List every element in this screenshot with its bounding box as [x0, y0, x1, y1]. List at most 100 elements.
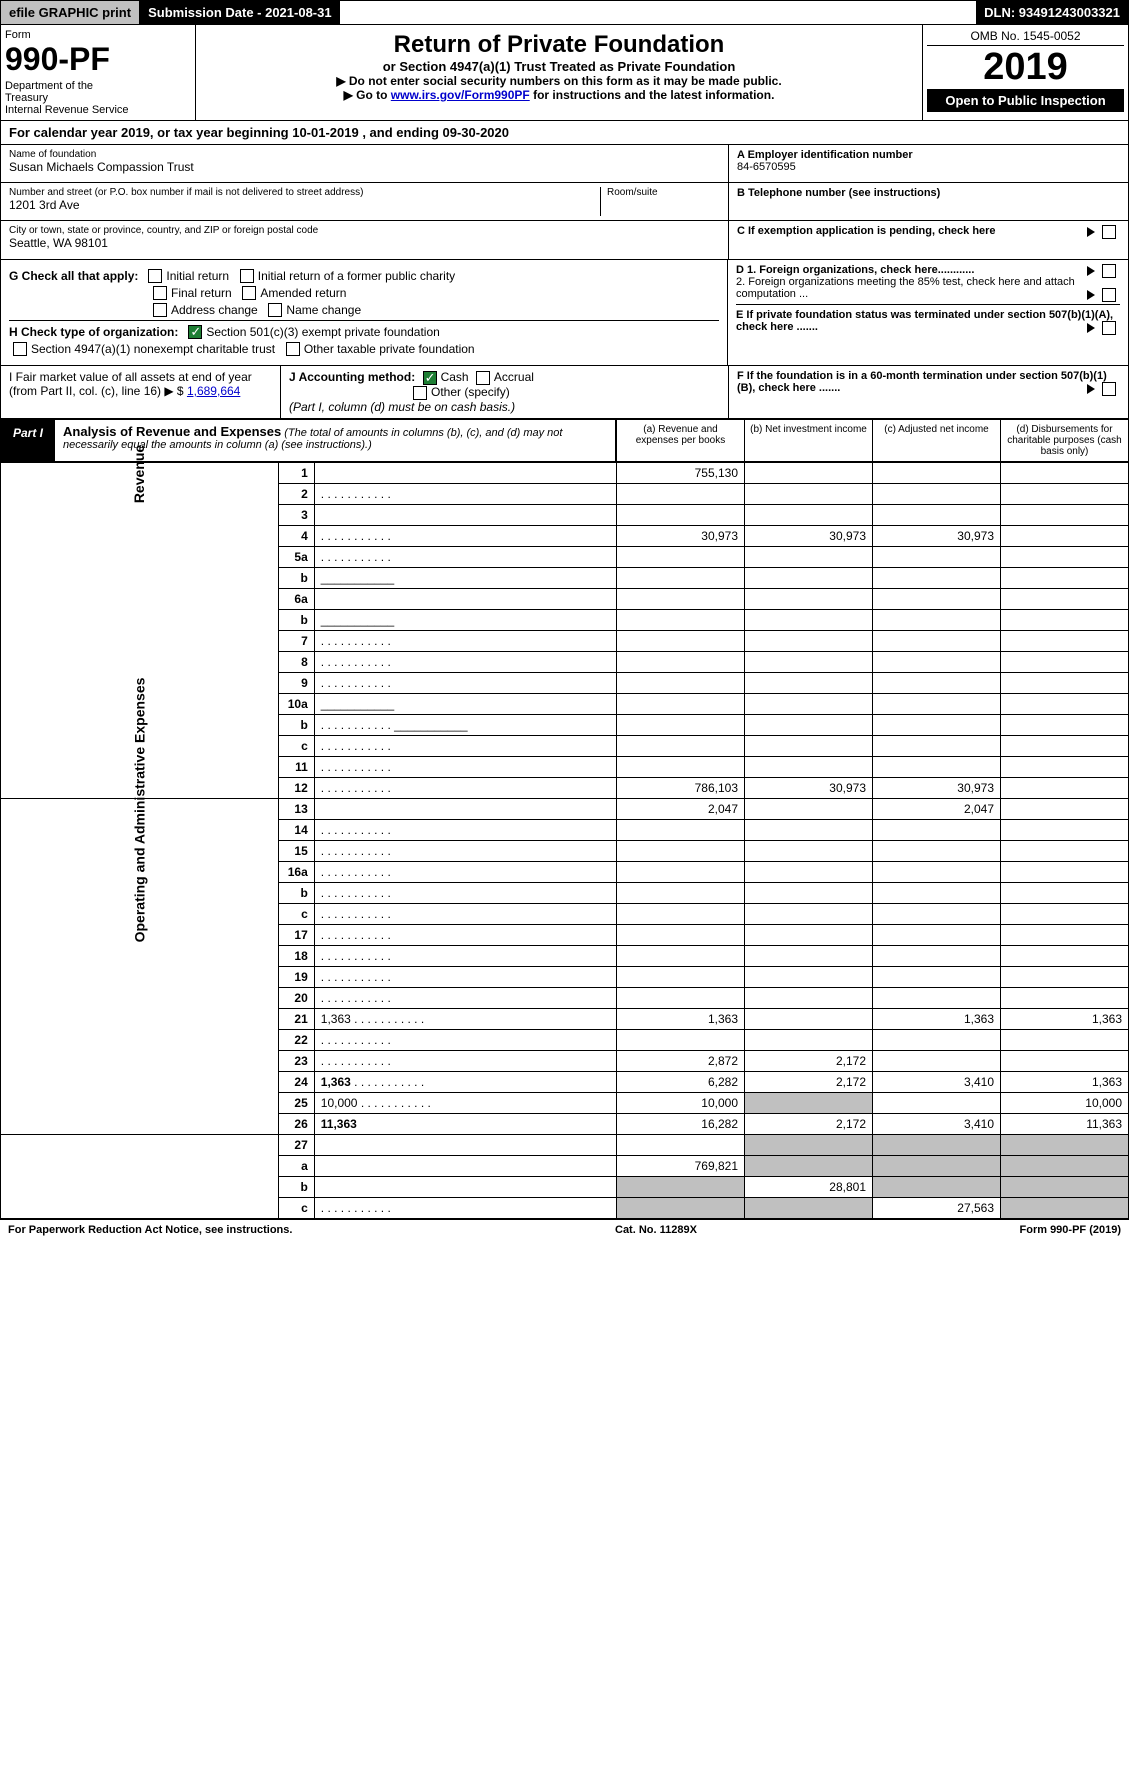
col-b: (b) Net investment income	[744, 420, 872, 461]
cell-b	[745, 966, 873, 987]
cell-b: 30,973	[745, 777, 873, 798]
checkbox-501c3[interactable]	[188, 325, 202, 339]
cell-a: 30,973	[617, 525, 745, 546]
cell-d	[1001, 840, 1129, 861]
cell-a	[617, 483, 745, 504]
line-number: c	[278, 735, 314, 756]
dln: DLN: 93491243003321	[976, 1, 1128, 24]
cell-a: 2,047	[617, 798, 745, 819]
checkbox-other-method[interactable]	[413, 386, 427, 400]
checkbox-other-tax[interactable]	[286, 342, 300, 356]
line-desc: ___________	[314, 714, 616, 735]
checkbox-e[interactable]	[1102, 321, 1116, 335]
cell-d	[1001, 966, 1129, 987]
cell-a	[617, 735, 745, 756]
cell-a	[617, 1029, 745, 1050]
cell-d	[1001, 693, 1129, 714]
checkbox-address[interactable]	[153, 303, 167, 317]
dept-text: Department of theTreasuryInternal Revenu…	[5, 80, 191, 116]
cell-a	[617, 651, 745, 672]
form-instruction-2: ▶ Go to www.irs.gov/Form990PF for instru…	[202, 88, 916, 102]
cell-d	[1001, 1197, 1129, 1218]
cell-c	[873, 672, 1001, 693]
cell-a	[617, 609, 745, 630]
line-number: 23	[278, 1050, 314, 1071]
checkbox-cash[interactable]	[423, 371, 437, 385]
cell-b	[745, 987, 873, 1008]
checkbox-4947[interactable]	[13, 342, 27, 356]
cell-b	[745, 546, 873, 567]
cell-b	[745, 651, 873, 672]
e-row: E If private foundation status was termi…	[736, 304, 1120, 333]
section-g-h: G Check all that apply: Initial return I…	[0, 260, 1129, 366]
checkbox-name[interactable]	[268, 303, 282, 317]
phone-label: B Telephone number (see instructions)	[737, 187, 940, 199]
cell-b	[745, 504, 873, 525]
cell-d	[1001, 987, 1129, 1008]
cell-a	[617, 861, 745, 882]
cell-b	[745, 882, 873, 903]
cell-b	[745, 1134, 873, 1155]
checkbox-d1[interactable]	[1102, 264, 1116, 278]
cell-b	[745, 714, 873, 735]
arrow-icon	[1087, 384, 1095, 394]
checkbox-f[interactable]	[1102, 382, 1116, 396]
f-box: F If the foundation is in a 60-month ter…	[728, 366, 1128, 418]
cell-a	[617, 987, 745, 1008]
line-number: 4	[278, 525, 314, 546]
line-desc	[314, 504, 616, 525]
line-desc	[314, 840, 616, 861]
cell-a	[617, 567, 745, 588]
cell-b	[745, 1008, 873, 1029]
cell-c	[873, 1176, 1001, 1197]
cell-c: 27,563	[873, 1197, 1001, 1218]
cell-d	[1001, 819, 1129, 840]
cell-d	[1001, 777, 1129, 798]
efile-print-button[interactable]: efile GRAPHIC print	[1, 1, 140, 24]
line-desc	[314, 861, 616, 882]
line-desc: 1,363	[314, 1071, 616, 1092]
line-number: b	[278, 609, 314, 630]
line-number: c	[278, 903, 314, 924]
g-row2: Final return Amended return	[9, 286, 719, 300]
cell-a	[617, 840, 745, 861]
part1-tag: Part I	[1, 420, 55, 461]
col-d: (d) Disbursements for charitable purpose…	[1000, 420, 1128, 461]
checkbox-accrual[interactable]	[476, 371, 490, 385]
cell-b	[745, 1155, 873, 1176]
city-box: City or town, state or province, country…	[1, 221, 728, 259]
checkbox-d2[interactable]	[1102, 288, 1116, 302]
cell-a	[617, 924, 745, 945]
cell-b	[745, 735, 873, 756]
ein-box: A Employer identification number 84-6570…	[729, 145, 1128, 183]
line-number: 26	[278, 1113, 314, 1134]
line-number: 2	[278, 483, 314, 504]
cell-d	[1001, 462, 1129, 483]
line-number: 6a	[278, 588, 314, 609]
cell-d	[1001, 1029, 1129, 1050]
address-box: Number and street (or P.O. box number if…	[1, 183, 728, 221]
checkbox-initial-public[interactable]	[240, 269, 254, 283]
info-right: A Employer identification number 84-6570…	[728, 145, 1128, 259]
checkbox-c[interactable]	[1102, 225, 1116, 239]
cell-a	[617, 903, 745, 924]
line-desc	[314, 1155, 616, 1176]
line-desc	[314, 1050, 616, 1071]
cell-d	[1001, 588, 1129, 609]
checkbox-initial-return[interactable]	[148, 269, 162, 283]
open-inspection: Open to Public Inspection	[927, 89, 1124, 112]
line-number: b	[278, 714, 314, 735]
line-number: 20	[278, 987, 314, 1008]
fmv-value[interactable]: 1,689,664	[187, 384, 240, 398]
line-desc	[314, 1176, 616, 1197]
cell-a	[617, 945, 745, 966]
cell-d	[1001, 714, 1129, 735]
checkbox-amended[interactable]	[242, 286, 256, 300]
form-label: Form	[5, 29, 191, 41]
checkbox-final[interactable]	[153, 286, 167, 300]
irs-link[interactable]: www.irs.gov/Form990PF	[391, 88, 530, 102]
cell-b	[745, 819, 873, 840]
line-desc	[314, 756, 616, 777]
cell-d	[1001, 567, 1129, 588]
ein-label: A Employer identification number	[737, 149, 913, 161]
